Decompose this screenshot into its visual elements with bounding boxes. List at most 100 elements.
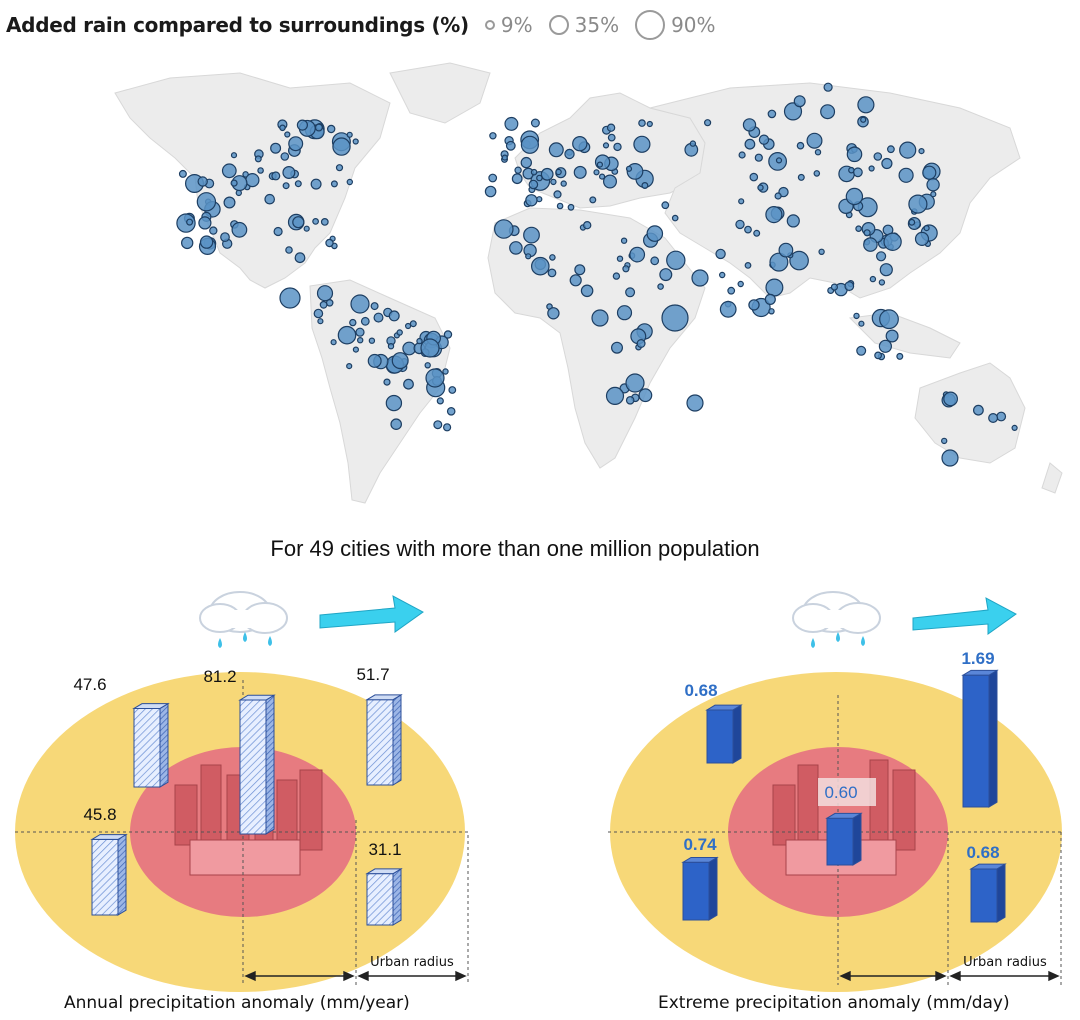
- city-marker: [198, 216, 212, 230]
- extreme-bar-downwind-top-front: [962, 674, 990, 808]
- city-marker: [646, 120, 653, 128]
- city-marker: [388, 310, 400, 322]
- extreme-bar-upwind-top-side: [732, 704, 742, 764]
- annual-bars: [90, 694, 403, 926]
- city-marker: [530, 256, 550, 276]
- city-marker: [765, 206, 783, 224]
- city-marker: [863, 237, 878, 252]
- city-marker: [857, 96, 875, 114]
- city-marker: [620, 237, 628, 244]
- city-marker: [879, 263, 893, 277]
- city-marker: [629, 246, 646, 263]
- city-marker: [555, 168, 562, 176]
- city-marker: [686, 394, 704, 412]
- city-marker: [878, 339, 893, 353]
- city-marker: [941, 437, 948, 445]
- city-marker: [330, 339, 337, 346]
- city-marker: [742, 118, 757, 132]
- city-marker: [271, 171, 281, 181]
- wind-arrow-icon: [319, 595, 424, 633]
- annual-panel-caption: Annual precipitation anomaly (mm/year): [64, 993, 410, 1013]
- city-marker: [943, 391, 958, 407]
- city-marker: [505, 140, 516, 151]
- city-marker: [908, 218, 916, 226]
- city-marker: [525, 194, 538, 207]
- annual-value-upwind-top: 47.6: [73, 675, 106, 694]
- city-marker: [612, 272, 621, 280]
- city-marker: [719, 300, 737, 318]
- city-marker: [738, 198, 745, 205]
- city-marker: [638, 119, 646, 127]
- annual-bar-downwind-bottom-top: [365, 868, 403, 875]
- city-marker: [448, 386, 457, 394]
- city-marker: [352, 138, 359, 145]
- extreme-bar-downwind-top-side: [988, 669, 998, 808]
- city-marker: [793, 95, 806, 108]
- extreme-bar-downwind-bottom: [969, 863, 1007, 923]
- city-marker: [288, 136, 304, 152]
- city-marker: [764, 293, 776, 305]
- city-marker: [530, 168, 538, 176]
- annual-bar-downwind-top: [365, 694, 403, 786]
- city-marker: [607, 133, 616, 142]
- city-marker: [625, 165, 633, 172]
- city-marker: [923, 225, 930, 232]
- extreme-value-center: 0.60: [824, 783, 857, 802]
- extreme-value-upwind-top: 0.68: [684, 681, 717, 700]
- city-marker: [292, 216, 305, 229]
- city-marker: [671, 214, 679, 222]
- city-marker: [530, 118, 540, 128]
- annual-precipitation-diagram: Urban radius 47.6 81.2 51.7 45.8 31.1: [15, 591, 470, 992]
- city-marker: [899, 141, 917, 159]
- city-marker: [279, 124, 286, 132]
- city-marker: [749, 172, 759, 182]
- land-masses: [114, 62, 1063, 504]
- city-marker: [574, 264, 586, 276]
- city-marker: [383, 378, 391, 386]
- annual-value-upwind-bottom: 45.8: [83, 805, 116, 824]
- city-marker: [221, 163, 237, 179]
- city-marker: [257, 167, 264, 174]
- extreme-bar-center: [825, 812, 863, 866]
- extreme-bar-downwind-top-top: [961, 669, 999, 676]
- city-marker: [727, 286, 736, 295]
- city-marker: [443, 423, 452, 432]
- city-marker: [661, 201, 670, 210]
- extreme-precipitation-diagram: Urban radius 0.68 1.69 0.60 0.74 0.68: [608, 591, 1063, 992]
- city-marker: [209, 226, 218, 235]
- city-marker: [553, 190, 562, 199]
- city-marker: [391, 352, 409, 370]
- city-marker: [220, 232, 230, 243]
- city-marker: [186, 218, 194, 226]
- wind-arrow-icon: [912, 597, 1017, 635]
- city-marker: [813, 170, 821, 177]
- city-marker: [778, 242, 794, 258]
- city-marker: [659, 268, 673, 282]
- city-marker: [883, 232, 902, 251]
- city-marker: [489, 132, 497, 140]
- city-marker: [294, 252, 306, 264]
- city-marker: [511, 173, 523, 185]
- city-marker: [881, 157, 893, 170]
- land-southeast-asia: [848, 312, 961, 359]
- legend-circle-small-icon: [484, 20, 495, 30]
- city-marker: [583, 220, 592, 230]
- city-marker: [280, 152, 290, 161]
- legend-label-small: 9%: [500, 13, 533, 37]
- city-marker: [390, 418, 402, 430]
- city-marker: [744, 261, 752, 269]
- city-marker: [560, 180, 567, 187]
- city-marker: [918, 147, 925, 155]
- city-marker: [863, 229, 871, 237]
- extreme-bar-upwind-bottom-front: [682, 861, 710, 921]
- city-marker: [514, 166, 522, 174]
- city-marker: [330, 180, 338, 188]
- city-marker: [360, 316, 370, 326]
- city-marker: [569, 274, 582, 287]
- city-marker: [625, 373, 645, 393]
- city-marker: [636, 339, 646, 349]
- extreme-value-downwind-bottom: 0.68: [966, 843, 999, 862]
- legend-label-large: 90%: [671, 13, 716, 37]
- city-marker: [231, 221, 248, 238]
- city-marker: [197, 176, 208, 187]
